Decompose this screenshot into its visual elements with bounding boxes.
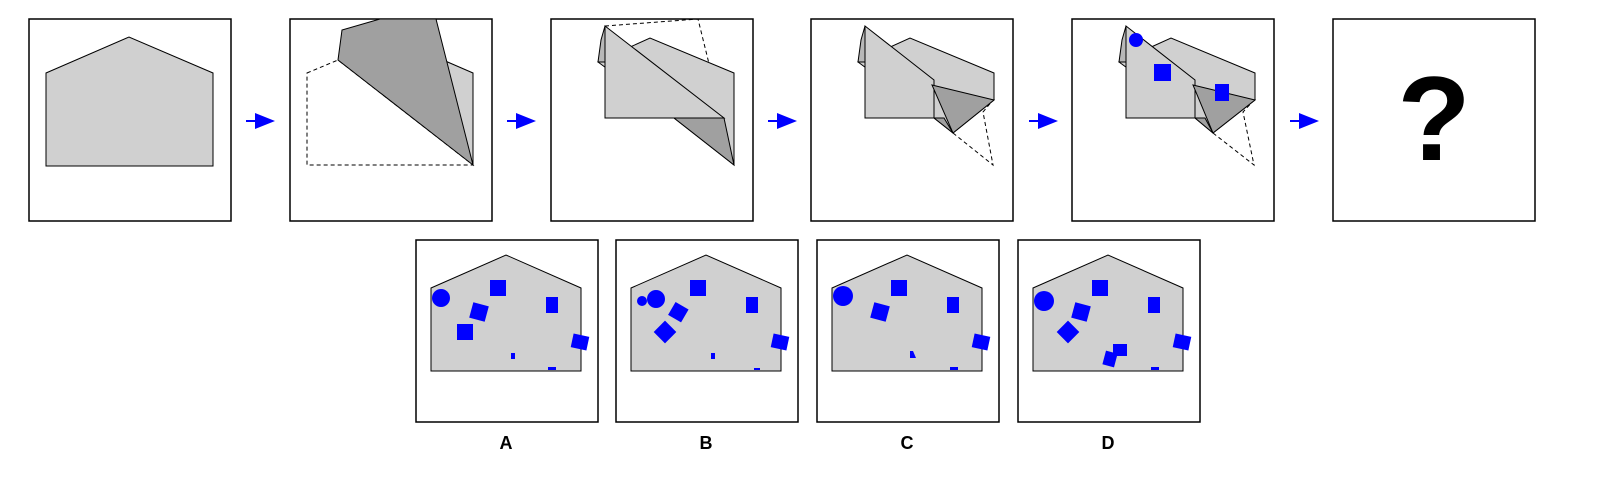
- question-panel: ?: [1332, 18, 1536, 222]
- unfolded-paper: [630, 254, 782, 372]
- hole-square: [653, 320, 677, 344]
- hole-circle: [432, 289, 450, 307]
- hole-circle-small: [637, 296, 647, 306]
- option-label: C: [901, 433, 914, 453]
- hole-square: [950, 367, 958, 370]
- hole-square: [971, 333, 991, 351]
- hole-circle: [833, 286, 853, 306]
- hole-square: [490, 280, 506, 296]
- hole-square: [668, 301, 689, 323]
- punched-hole-square: [1154, 64, 1171, 81]
- folded-away-outline: [1212, 99, 1255, 167]
- panel-frame: [1332, 18, 1536, 222]
- hole-square: [1148, 297, 1160, 313]
- option-a[interactable]: A: [415, 239, 599, 453]
- option-label: B: [700, 433, 713, 453]
- left-sliver: [857, 25, 866, 63]
- unfolded-paper: [430, 254, 582, 372]
- hole-square: [1151, 367, 1159, 370]
- question-mark: ?: [1397, 52, 1470, 186]
- option-d[interactable]: D: [1017, 239, 1201, 453]
- hole-square: [1172, 333, 1192, 351]
- left-sliver: [597, 25, 606, 63]
- step-1-panel: [28, 18, 232, 222]
- hole-square: [1113, 344, 1127, 356]
- hole-square: [1092, 280, 1108, 296]
- step-3-panel: [550, 18, 754, 222]
- hole-square: [548, 367, 556, 370]
- hole-square: [711, 353, 715, 359]
- hole-circle: [647, 290, 665, 308]
- hole-square: [754, 368, 760, 370]
- option-b[interactable]: B: [615, 239, 799, 453]
- unfolded-paper: [831, 254, 983, 372]
- hole-square: [546, 297, 558, 313]
- folded-flap: [337, 18, 474, 167]
- hole-square: [947, 297, 959, 313]
- left-sliver: [1118, 25, 1127, 63]
- punched-hole-square: [1215, 84, 1229, 101]
- hole-square: [746, 297, 758, 313]
- hole-square: [1071, 302, 1091, 322]
- folded-away-outline: [952, 99, 994, 167]
- step-2-panel: [289, 18, 493, 222]
- hole-square: [870, 302, 890, 322]
- hole-square: [570, 333, 590, 351]
- option-label: D: [1102, 433, 1115, 453]
- step-5-panel: [1071, 18, 1275, 222]
- dark-sliver: [1193, 117, 1214, 134]
- hole-square: [770, 333, 790, 351]
- paper-sheet: [45, 36, 214, 167]
- hole-square: [1102, 350, 1118, 368]
- hole-square: [891, 280, 907, 296]
- option-c[interactable]: C: [816, 239, 1000, 453]
- step-4-panel: [810, 18, 1014, 222]
- folded-away-outline: [604, 18, 735, 166]
- hole-circle: [1034, 291, 1054, 311]
- hole-square: [457, 324, 473, 340]
- hole-square: [1056, 320, 1080, 344]
- unfolded-paper: [1032, 254, 1184, 372]
- hole-square: [690, 280, 706, 296]
- hole-square: [511, 353, 515, 359]
- punched-hole-circle: [1129, 33, 1143, 47]
- hole-square: [469, 302, 489, 322]
- option-label: A: [500, 433, 513, 453]
- hole-triangle: [910, 351, 916, 358]
- dark-sliver: [932, 117, 954, 134]
- new-folded-flap: [931, 84, 996, 134]
